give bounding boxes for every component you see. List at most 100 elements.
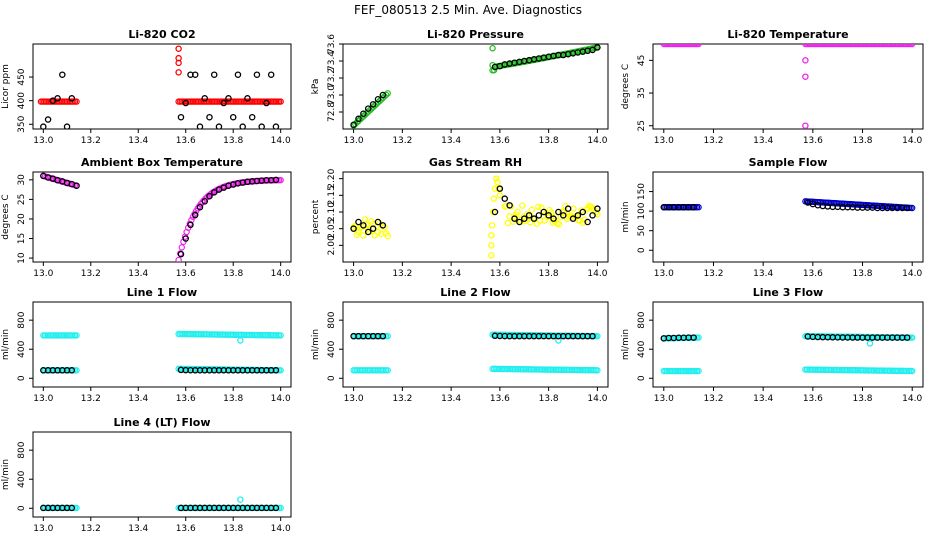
y-axis-label: ml/min <box>621 329 631 360</box>
x-tick-label: 13.0 <box>344 269 364 279</box>
plot-frame <box>342 171 609 263</box>
data-point <box>909 44 916 48</box>
panel-title: Line 4 (LT) Flow <box>114 416 211 429</box>
x-tick-label: 13.6 <box>490 394 510 404</box>
data-point <box>350 121 357 129</box>
y-tick-label: 0 <box>327 375 337 381</box>
x-tick-label: 14.0 <box>902 136 922 146</box>
y-axis-label: degrees C <box>1 194 11 239</box>
data-point <box>206 193 213 200</box>
series-raw-spike <box>488 175 504 259</box>
x-tick-label: 13.8 <box>852 136 872 146</box>
data-point <box>550 215 557 222</box>
data-point <box>379 332 387 340</box>
y-tick-label: 800 <box>17 441 27 458</box>
y-tick-label: 400 <box>17 92 27 109</box>
y-tick-label: 100 <box>637 202 647 219</box>
y-tick-label: 800 <box>17 311 27 328</box>
x-tick-label: 13.0 <box>33 394 53 404</box>
data-point <box>511 215 518 222</box>
plot-area <box>350 44 601 129</box>
series-average <box>660 199 911 212</box>
y-axis-label: Licor ppm <box>1 64 11 109</box>
data-point <box>564 205 572 212</box>
data-point <box>272 367 280 374</box>
y-tick-label: 25 <box>17 194 27 205</box>
y-axis-label: ml/min <box>1 329 11 360</box>
data-point <box>177 113 185 121</box>
data-point <box>496 185 504 192</box>
data-point <box>533 220 540 227</box>
panel-4: Ambient Box Temperature degrees C 13.0 13.2… <box>1 156 292 279</box>
y-tick-label: 400 <box>17 470 27 487</box>
x-tick-label: 14.0 <box>587 136 607 146</box>
data-point <box>903 204 911 212</box>
series-raw <box>40 172 284 262</box>
panel-9: Line 3 Flow ml/min 13.0 13.2 13.4 13.6 13.8 14.… <box>621 286 924 404</box>
data-point <box>384 367 391 374</box>
data-point <box>237 337 244 344</box>
y-tick-label: 800 <box>637 311 647 328</box>
x-tick-label: 13.4 <box>441 394 461 404</box>
y-tick-label: 0 <box>637 247 647 253</box>
data-point <box>272 123 280 129</box>
data-point <box>594 44 601 51</box>
plot-frame <box>652 301 924 388</box>
panel-title: Sample Flow <box>749 156 828 169</box>
x-tick-label: 13.0 <box>654 269 674 279</box>
plot-area <box>40 330 284 374</box>
y-axis-label: ml/min <box>1 459 11 490</box>
data-point <box>63 123 71 129</box>
panel-title: Line 1 Flow <box>127 286 197 299</box>
data-point <box>369 101 377 108</box>
data-point <box>191 71 199 78</box>
x-tick-label: 13.0 <box>654 136 674 146</box>
x-tick-label: 13.2 <box>392 269 412 279</box>
series-average <box>40 172 280 258</box>
data-point <box>569 215 577 222</box>
data-point <box>587 203 595 210</box>
x-tick-label: 13.8 <box>852 394 872 404</box>
x-tick-label: 13.6 <box>490 269 510 279</box>
y-tick-label: 350 <box>17 115 27 132</box>
data-point <box>355 218 362 226</box>
plot-area <box>37 45 284 129</box>
data-point <box>496 192 504 199</box>
data-point <box>68 95 76 102</box>
x-tick-label: 13.2 <box>703 269 723 279</box>
x-tick-label: 13.6 <box>490 136 510 146</box>
series-raw <box>660 44 916 48</box>
data-point <box>374 96 382 103</box>
data-point <box>555 221 563 228</box>
data-point <box>239 123 246 129</box>
x-tick-label: 13.4 <box>128 269 148 279</box>
data-point <box>695 367 702 375</box>
series-average <box>350 332 596 340</box>
panel-5: Gas Stream RH percent 13.0 13.2 13.4 13.6 13.8… <box>311 156 609 279</box>
data-point <box>201 198 208 205</box>
y-tick-label: 50 <box>637 225 647 237</box>
data-point <box>360 232 367 239</box>
series-raw <box>350 202 601 240</box>
data-point <box>187 221 194 229</box>
panel-7: Line 1 Flow ml/min 13.0 13.2 13.4 13.6 13.8 14.… <box>1 286 292 404</box>
x-tick-label: 13.4 <box>128 394 148 404</box>
x-tick-label: 13.2 <box>703 394 723 404</box>
data-point <box>579 208 587 216</box>
data-point <box>361 216 369 223</box>
data-point <box>528 206 536 214</box>
series-average <box>350 44 601 129</box>
data-point <box>690 334 697 341</box>
y-tick-label: 73.0 <box>327 85 337 105</box>
x-tick-label: 13.4 <box>753 136 773 146</box>
plot-frame <box>342 301 609 388</box>
data-point <box>177 250 185 258</box>
y-tick-label: 10 <box>17 252 27 264</box>
data-point <box>866 340 874 347</box>
x-tick-label: 13.8 <box>223 524 243 534</box>
y-tick-label: 73.4 <box>327 51 337 71</box>
y-axis-label: ml/min <box>311 329 321 360</box>
data-point <box>73 98 80 105</box>
y-tick-label: 73.2 <box>327 68 337 88</box>
x-tick-label: 13.0 <box>654 394 674 404</box>
